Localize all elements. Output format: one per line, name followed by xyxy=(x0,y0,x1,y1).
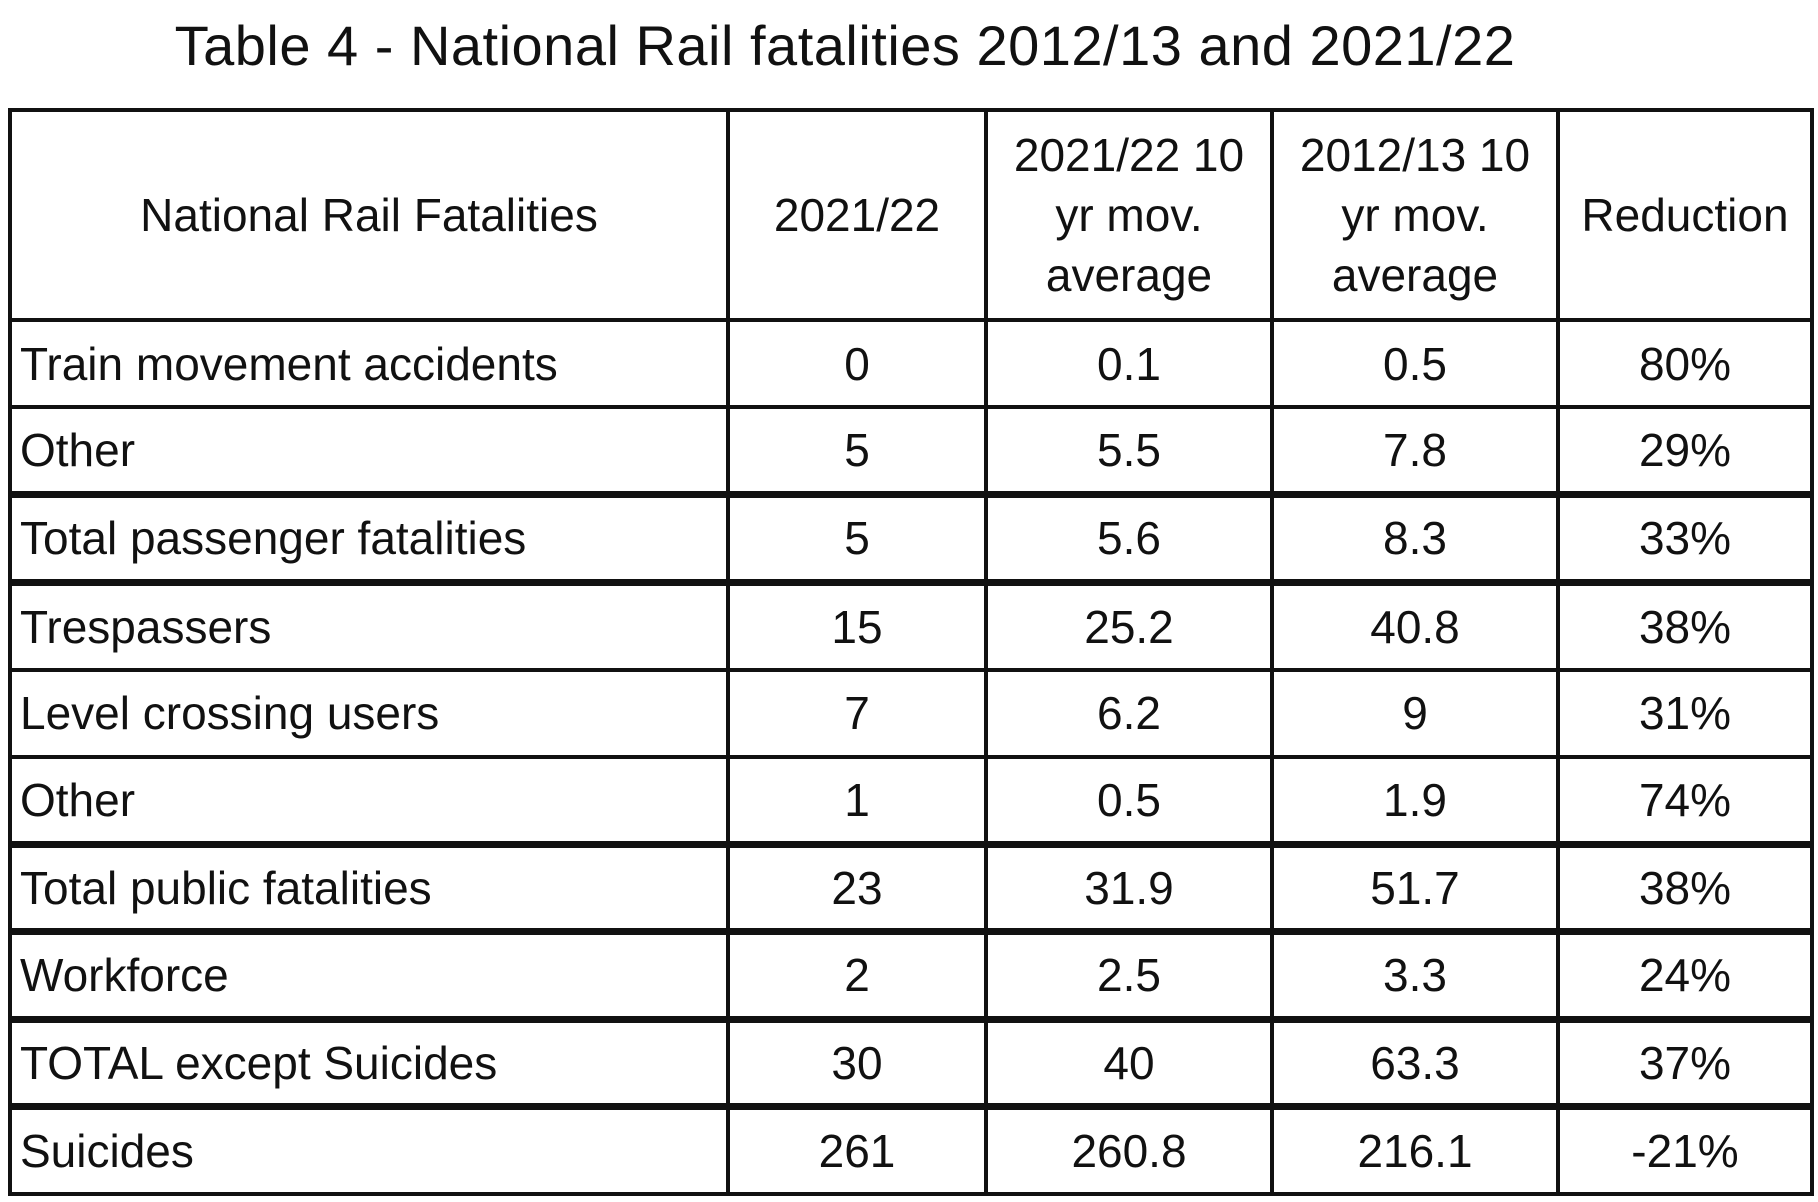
cell-label: Total public fatalities xyxy=(8,840,730,934)
cell-value-reduction: -21% xyxy=(1556,1102,1814,1197)
cell-label: TOTAL except Suicides xyxy=(8,1015,730,1109)
cell-value-2012-13-avg: 8.3 xyxy=(1270,491,1560,585)
cell-value-reduction: 37% xyxy=(1556,1015,1814,1109)
cell-label: Suicides xyxy=(8,1102,730,1197)
cell-value-2012-13-avg: 40.8 xyxy=(1270,578,1560,672)
cell-label: Total passenger fatalities xyxy=(8,491,730,585)
cell-value-2021-22: 261 xyxy=(726,1102,988,1197)
cell-value-2021-22-avg: 2.5 xyxy=(984,928,1274,1022)
cell-value-reduction: 74% xyxy=(1556,754,1814,847)
table-row: Total passenger fatalities 5 5.6 8.3 33% xyxy=(8,491,1814,585)
cell-value-2021-22-avg: 31.9 xyxy=(984,840,1274,934)
cell-value-reduction: 38% xyxy=(1556,578,1814,672)
cell-value-2021-22-avg: 260.8 xyxy=(984,1102,1274,1197)
table-row: Other 5 5.5 7.8 29% xyxy=(8,405,1814,497)
cell-label: Workforce xyxy=(8,928,730,1022)
table-title: Table 4 - National Rail fatalities 2012/… xyxy=(174,14,1516,77)
table-row: Train movement accidents 0 0.1 0.5 80% xyxy=(8,317,1814,410)
cell-value-2012-13-avg: 0.5 xyxy=(1270,317,1560,410)
cell-value-2012-13-avg: 7.8 xyxy=(1270,405,1560,497)
cell-value-reduction: 29% xyxy=(1556,405,1814,497)
cell-value-2021-22-avg: 25.2 xyxy=(984,578,1274,672)
cell-value-2021-22: 15 xyxy=(726,578,988,672)
header-2012-13-moving-average: 2012/13 10 yr mov. average xyxy=(1270,108,1560,322)
cell-value-reduction: 24% xyxy=(1556,928,1814,1022)
cell-value-2012-13-avg: 51.7 xyxy=(1270,840,1560,934)
cell-label: Other xyxy=(8,754,730,847)
table-row: Total public fatalities 23 31.9 51.7 38% xyxy=(8,840,1814,934)
cell-value-2012-13-avg: 3.3 xyxy=(1270,928,1560,1022)
cell-value-reduction: 31% xyxy=(1556,667,1814,759)
table-row: Workforce 2 2.5 3.3 24% xyxy=(8,928,1814,1022)
cell-value-2021-22-avg: 5.6 xyxy=(984,491,1274,585)
cell-value-reduction: 38% xyxy=(1556,840,1814,934)
header-2021-22-moving-average: 2021/22 10 yr mov. average xyxy=(984,108,1274,322)
table-row: Level crossing users 7 6.2 9 31% xyxy=(8,667,1814,759)
cell-value-2012-13-avg: 9 xyxy=(1270,667,1560,759)
cell-value-2021-22: 7 xyxy=(726,667,988,759)
cell-value-2021-22-avg: 0.1 xyxy=(984,317,1274,410)
cell-label: Trespassers xyxy=(8,578,730,672)
cell-label: Level crossing users xyxy=(8,667,730,759)
table-row: TOTAL except Suicides 30 40 63.3 37% xyxy=(8,1015,1814,1109)
cell-value-reduction: 80% xyxy=(1556,317,1814,410)
table-row: Other 1 0.5 1.9 74% xyxy=(8,754,1814,847)
cell-value-2021-22: 30 xyxy=(726,1015,988,1109)
cell-value-2021-22: 5 xyxy=(726,491,988,585)
cell-value-2021-22-avg: 40 xyxy=(984,1015,1274,1109)
table-row: Suicides 261 260.8 216.1 -21% xyxy=(8,1102,1814,1197)
cell-value-reduction: 33% xyxy=(1556,491,1814,585)
cell-value-2021-22-avg: 6.2 xyxy=(984,667,1274,759)
header-2021-22: 2021/22 xyxy=(726,108,988,322)
cell-value-2021-22-avg: 0.5 xyxy=(984,754,1274,847)
table-row: Trespassers 15 25.2 40.8 38% xyxy=(8,578,1814,672)
cell-value-2021-22: 23 xyxy=(726,840,988,934)
cell-value-2021-22: 5 xyxy=(726,405,988,497)
header-row: National Rail Fatalities 2021/22 2021/22… xyxy=(8,108,1814,322)
fatalities-table: National Rail Fatalities 2021/22 2021/22… xyxy=(8,108,1814,1197)
header-reduction: Reduction xyxy=(1556,108,1814,322)
cell-value-2021-22: 1 xyxy=(726,754,988,847)
cell-value-2012-13-avg: 1.9 xyxy=(1270,754,1560,847)
cell-label: Other xyxy=(8,405,730,497)
cell-value-2021-22: 2 xyxy=(726,928,988,1022)
cell-label: Train movement accidents xyxy=(8,317,730,410)
cell-value-2021-22: 0 xyxy=(726,317,988,410)
header-category: National Rail Fatalities xyxy=(8,108,730,322)
cell-value-2012-13-avg: 216.1 xyxy=(1270,1102,1560,1197)
cell-value-2021-22-avg: 5.5 xyxy=(984,405,1274,497)
cell-value-2012-13-avg: 63.3 xyxy=(1270,1015,1560,1109)
table-body: Train movement accidents 0 0.1 0.5 80% Other 5… xyxy=(8,317,1814,1197)
